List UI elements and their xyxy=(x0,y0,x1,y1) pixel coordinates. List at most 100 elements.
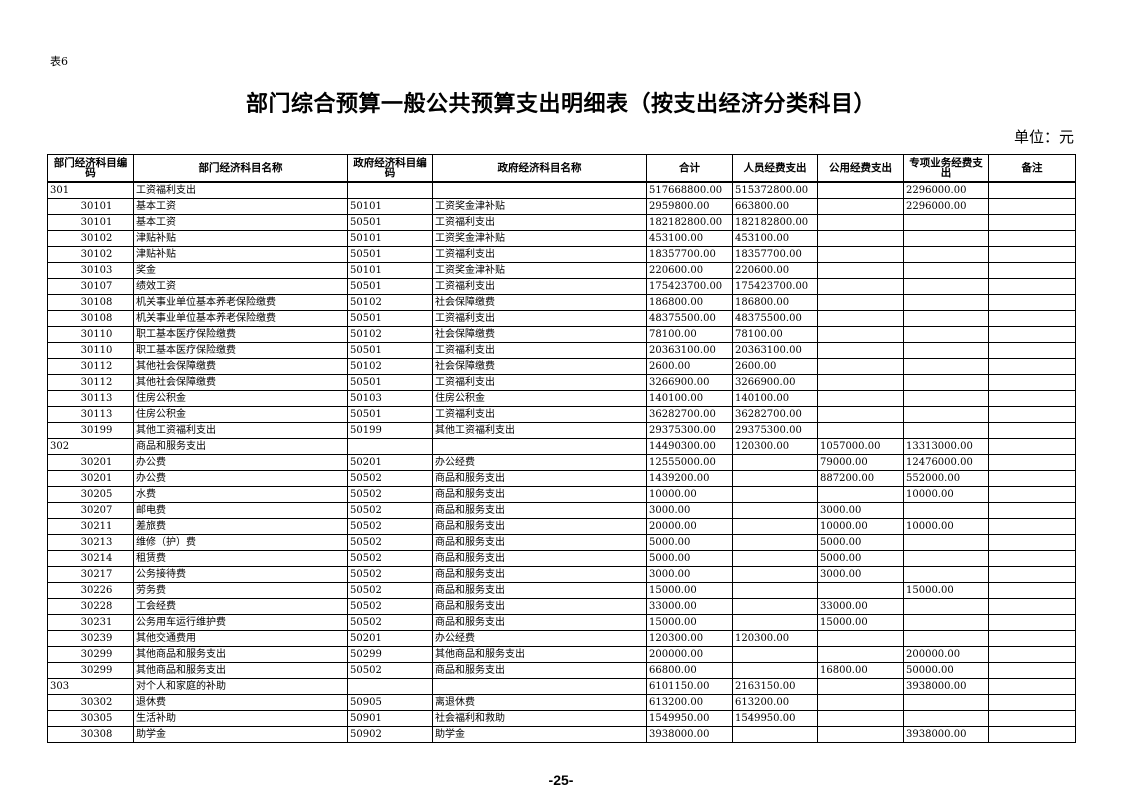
cell-gov-code xyxy=(347,438,433,455)
cell-total: 66800.00 xyxy=(646,662,733,679)
cell-personnel: 186800.00 xyxy=(732,294,818,311)
cell-dept-name: 基本工资 xyxy=(133,214,348,231)
table-row: 30299 其他商品和服务支出 50502 商品和服务支出 66800.00 16800.… xyxy=(47,662,1076,679)
cell-gov-name: 工资福利支出 xyxy=(432,214,647,231)
table-row: 30305 生活补助 50901 社会福利和救助 1549950.00 1549950.0… xyxy=(47,710,1076,727)
cell-gov-name xyxy=(432,438,647,455)
cell-special xyxy=(903,278,989,295)
cell-gov-name: 工资福利支出 xyxy=(432,374,647,391)
cell-dept-name: 劳务费 xyxy=(133,582,348,599)
cell-gov-code: 50101 xyxy=(347,230,433,247)
cell-dept-code: 30302 xyxy=(47,694,134,711)
table-row: 30112 其他社会保障缴费 50102 社会保障缴费 2600.00 2600.00 xyxy=(47,358,1076,375)
cell-gov-name: 商品和服务支出 xyxy=(432,614,647,631)
cell-remarks xyxy=(988,454,1076,471)
cell-dept-name: 工资福利支出 xyxy=(133,181,348,199)
cell-remarks xyxy=(988,630,1076,647)
cell-personnel: 36282700.00 xyxy=(732,406,818,423)
cell-remarks xyxy=(988,214,1076,231)
cell-dept-name: 奖金 xyxy=(133,262,348,279)
cell-gov-code: 50102 xyxy=(347,326,433,343)
cell-dept-name: 差旅费 xyxy=(133,518,348,535)
cell-remarks xyxy=(988,181,1076,199)
cell-special xyxy=(903,230,989,247)
cell-dept-name: 职工基本医疗保险缴费 xyxy=(133,326,348,343)
cell-gov-code: 50905 xyxy=(347,694,433,711)
cell-remarks xyxy=(988,662,1076,679)
table-row: 30102 津贴补贴 50101 工资奖金津补贴 453100.00 453100.00 xyxy=(47,230,1076,247)
cell-gov-code: 50199 xyxy=(347,422,433,439)
cell-public: 1057000.00 xyxy=(817,438,904,455)
cell-public xyxy=(817,342,904,359)
col-header-gov-code: 政府经济科目编码 xyxy=(347,154,433,183)
cell-gov-name xyxy=(432,181,647,199)
table-row: 30201 办公费 50201 办公经费 12555000.00 79000.00 1247… xyxy=(47,454,1076,471)
cell-gov-name: 办公经费 xyxy=(432,454,647,471)
cell-gov-name: 工资奖金津补贴 xyxy=(432,198,647,215)
cell-public xyxy=(817,358,904,375)
cell-special: 200000.00 xyxy=(903,646,989,663)
cell-dept-code: 30110 xyxy=(47,342,134,359)
cell-dept-name: 助学金 xyxy=(133,726,348,743)
cell-remarks xyxy=(988,278,1076,295)
cell-total: 5000.00 xyxy=(646,550,733,567)
cell-dept-name: 其他交通费用 xyxy=(133,630,348,647)
cell-gov-code: 50502 xyxy=(347,470,433,487)
cell-dept-code: 30103 xyxy=(47,262,134,279)
cell-total: 29375300.00 xyxy=(646,422,733,439)
cell-special: 13313000.00 xyxy=(903,438,989,455)
cell-remarks xyxy=(988,614,1076,631)
cell-total: 186800.00 xyxy=(646,294,733,311)
cell-special xyxy=(903,550,989,567)
table-row: 30239 其他交通费用 50201 办公经费 120300.00 120300.00 xyxy=(47,630,1076,647)
cell-public: 10000.00 xyxy=(817,518,904,535)
cell-personnel xyxy=(732,454,818,471)
cell-remarks xyxy=(988,294,1076,311)
cell-public xyxy=(817,198,904,215)
cell-special xyxy=(903,710,989,727)
cell-gov-code: 50502 xyxy=(347,534,433,551)
cell-personnel: 18357700.00 xyxy=(732,246,818,263)
cell-dept-code: 30110 xyxy=(47,326,134,343)
cell-gov-name: 社会保障缴费 xyxy=(432,294,647,311)
cell-remarks xyxy=(988,310,1076,327)
table-row: 30102 津贴补贴 50501 工资福利支出 18357700.00 18357700.… xyxy=(47,246,1076,263)
cell-public xyxy=(817,694,904,711)
cell-total: 15000.00 xyxy=(646,614,733,631)
cell-dept-code: 30226 xyxy=(47,582,134,599)
header-row: 部门经济科目编码 部门经济科目名称 政府经济科目编码 政府经济科目名称 合计 人… xyxy=(47,154,1076,183)
cell-dept-name: 其他工资福利支出 xyxy=(133,422,348,439)
cell-public xyxy=(817,486,904,503)
cell-personnel: 120300.00 xyxy=(732,630,818,647)
cell-personnel xyxy=(732,470,818,487)
cell-remarks xyxy=(988,678,1076,695)
cell-gov-name: 工资福利支出 xyxy=(432,246,647,263)
cell-gov-code: 50501 xyxy=(347,374,433,391)
cell-dept-name: 公务用车运行维护费 xyxy=(133,614,348,631)
cell-gov-name: 工资福利支出 xyxy=(432,406,647,423)
cell-special xyxy=(903,214,989,231)
cell-special xyxy=(903,246,989,263)
cell-gov-name: 商品和服务支出 xyxy=(432,502,647,519)
cell-public: 5000.00 xyxy=(817,534,904,551)
cell-public xyxy=(817,390,904,407)
cell-special: 2296000.00 xyxy=(903,181,989,199)
table-body: 301 工资福利支出 517668800.00 515372800.00 2296000… xyxy=(47,181,1076,743)
cell-gov-code: 50299 xyxy=(347,646,433,663)
cell-remarks xyxy=(988,566,1076,583)
cell-dept-name: 其他商品和服务支出 xyxy=(133,662,348,679)
cell-gov-code: 50501 xyxy=(347,342,433,359)
cell-dept-code: 30239 xyxy=(47,630,134,647)
cell-total: 175423700.00 xyxy=(646,278,733,295)
cell-special xyxy=(903,566,989,583)
cell-dept-name: 住房公积金 xyxy=(133,390,348,407)
cell-gov-name: 商品和服务支出 xyxy=(432,518,647,535)
cell-gov-name: 其他商品和服务支出 xyxy=(432,646,647,663)
table-row: 30101 基本工资 50501 工资福利支出 182182800.00 18218280… xyxy=(47,214,1076,231)
table-row: 30101 基本工资 50101 工资奖金津补贴 2959800.00 663800.00… xyxy=(47,198,1076,215)
cell-public xyxy=(817,678,904,695)
cell-dept-code: 30213 xyxy=(47,534,134,551)
cell-remarks xyxy=(988,230,1076,247)
cell-public xyxy=(817,278,904,295)
cell-total: 78100.00 xyxy=(646,326,733,343)
